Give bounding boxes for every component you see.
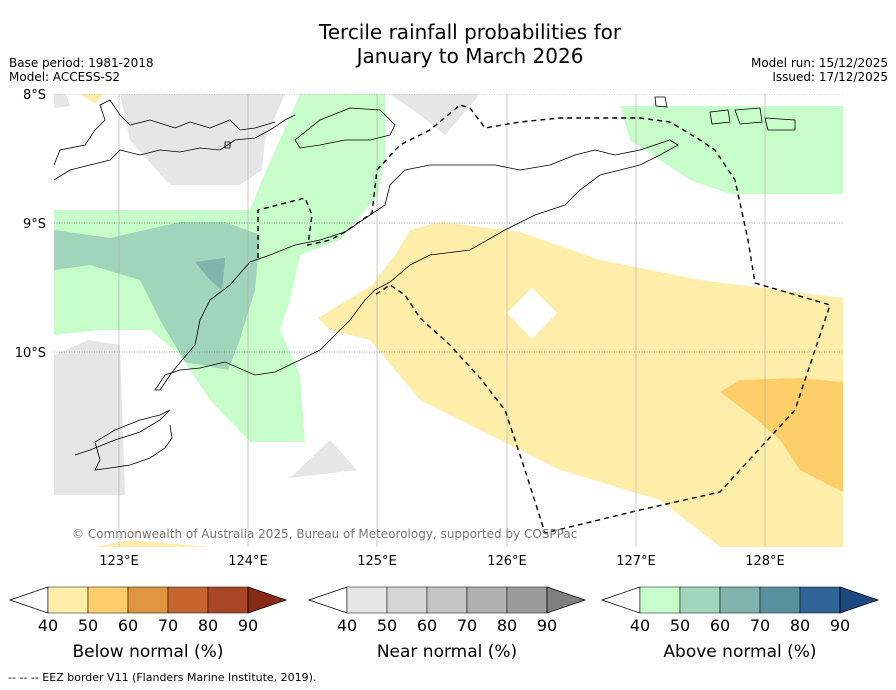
colorbar-below-normal: 40 50 60 70 80 90 Below normal (%) <box>8 586 288 662</box>
colorbar-near-tick-70: 70 <box>457 616 477 635</box>
title-line-1: Tercile rainfall probabilities for <box>318 20 622 44</box>
lat-labels: 8°S 9°S 10°S <box>15 88 46 361</box>
colorbar-near-swatch-80 <box>506 586 548 614</box>
colorbar-near-title: Near normal (%) <box>377 642 517 662</box>
colorbar-above-tick-60: 60 <box>710 616 730 635</box>
colorbar-near-swatch-40 <box>346 586 388 614</box>
small-island-5 <box>224 141 231 149</box>
colorbar-near-tick-80: 80 <box>497 616 517 635</box>
map-area: © Commonwealth of Australia 2025, Bureau… <box>54 94 843 547</box>
base-period: Base period: 1981-2018 <box>9 56 154 70</box>
near-normal-region-west <box>54 340 125 495</box>
colorbar-above-title: Above normal (%) <box>663 642 816 662</box>
lon-label-127e: 127°E <box>616 554 656 569</box>
colorbar-below-title: Below normal (%) <box>73 642 224 662</box>
above-normal-region-teal-dark <box>195 258 225 290</box>
title-line-2: January to March 2026 <box>356 44 584 68</box>
colorbar-above-swatch-80 <box>799 586 841 614</box>
below-normal-hole <box>507 288 557 339</box>
colorbar-below-swatch-50 <box>87 586 129 614</box>
colorbar-near-low-arrow <box>307 586 348 614</box>
issued-date: Issued: 17/12/2025 <box>772 70 888 84</box>
near-normal-region-northeast <box>390 94 480 135</box>
colorbar-near-tick-40: 40 <box>337 616 357 635</box>
colorbar-near-high-arrow <box>546 586 587 614</box>
lat-label-8s: 8°S <box>23 88 46 103</box>
small-island-4 <box>764 117 796 131</box>
near-normal-region-north <box>120 94 285 185</box>
meta-right: Model run: 15/12/2025 Issued: 17/12/2025 <box>751 56 888 84</box>
colorbar-below-tick-80: 80 <box>198 616 218 635</box>
colorbar-below-tick-50: 50 <box>78 616 98 635</box>
timor-coastline <box>154 139 679 391</box>
colorbar-below-high-arrow <box>247 586 288 614</box>
eez-border <box>257 104 831 534</box>
colorbar-above-low-arrow <box>600 586 641 614</box>
lon-label-125e: 125°E <box>357 554 397 569</box>
below-normal-region-corner <box>80 94 103 104</box>
colorbar-above-tick-90: 90 <box>830 616 850 635</box>
colorbar-near-swatch-50 <box>386 586 428 614</box>
colorbar-near-normal: 40 50 60 70 80 90 Near normal (%) <box>307 586 587 662</box>
colorbar-above-swatch-70 <box>759 586 801 614</box>
colorbar-below-tick-60: 60 <box>118 616 138 635</box>
model-run: Model run: 15/12/2025 <box>750 56 888 70</box>
colorbar-below-swatch-80 <box>207 586 249 614</box>
colorbar-above-tick-70: 70 <box>750 616 770 635</box>
flores-coastline <box>54 99 296 181</box>
copyright: © Commonwealth of Australia 2025, Bureau… <box>72 527 577 541</box>
lon-label-128e: 128°E <box>745 554 785 569</box>
above-normal-region-northeast <box>620 106 843 194</box>
lon-label-123e: 123°E <box>99 554 139 569</box>
small-island-2 <box>709 109 731 125</box>
small-island-1 <box>654 96 668 108</box>
colorbar-above-swatch-50 <box>679 586 721 614</box>
lat-label-9s: 9°S <box>23 217 46 232</box>
lat-label-10s: 10°S <box>15 346 46 361</box>
lon-label-126e: 126°E <box>487 554 527 569</box>
lon-labels: 123°E 124°E 125°E 126°E 127°E 128°E <box>99 554 785 569</box>
colorbar-near-tick-50: 50 <box>377 616 397 635</box>
below-normal-region-south <box>95 540 210 547</box>
colorbar-above-tick-40: 40 <box>630 616 650 635</box>
meta-left: Base period: 1981-2018 Model: ACCESS-S2 <box>9 56 154 84</box>
rote-sumba-coastline <box>74 409 173 471</box>
near-normal-region-corner <box>54 94 70 108</box>
colorbar-above-normal: 40 50 60 70 80 90 Above normal (%) <box>600 586 880 662</box>
colorbar-below-tick-40: 40 <box>38 616 58 635</box>
map-title: Tercile rainfall probabilities for Janua… <box>0 20 896 68</box>
colorbar-near-swatch-70 <box>466 586 508 614</box>
colorbar-above-tick-80: 80 <box>790 616 810 635</box>
below-normal-region-main <box>318 222 843 547</box>
colorbar-below-swatch-40 <box>47 586 89 614</box>
above-normal-region-teal <box>54 222 260 370</box>
colorbar-below-swatch-60 <box>127 586 169 614</box>
wetar-coastline <box>294 107 396 149</box>
colorbar-above-tick-50: 50 <box>670 616 690 635</box>
colorbar-below-low-arrow <box>8 586 49 614</box>
colorbar-below-tick-70: 70 <box>158 616 178 635</box>
lon-label-124e: 124°E <box>228 554 268 569</box>
small-island-3 <box>734 107 763 125</box>
below-normal-region-orange <box>720 378 843 492</box>
colorbar-below-swatch-70 <box>167 586 209 614</box>
colorbar-near-swatch-60 <box>426 586 468 614</box>
graticule <box>54 94 843 547</box>
near-normal-region-south <box>290 440 357 478</box>
colorbar-above-high-arrow <box>839 586 880 614</box>
colorbar-below-tick-90: 90 <box>238 616 258 635</box>
coastlines <box>54 96 796 471</box>
colorbar-near-tick-90: 90 <box>537 616 557 635</box>
colorbar-near-tick-60: 60 <box>417 616 437 635</box>
model-name: Model: ACCESS-S2 <box>9 70 121 84</box>
eez-footnote: -- -- -- EEZ border V11 (Flanders Marine… <box>8 671 317 684</box>
colorbar-above-swatch-60 <box>719 586 761 614</box>
colorbar-above-swatch-40 <box>639 586 681 614</box>
